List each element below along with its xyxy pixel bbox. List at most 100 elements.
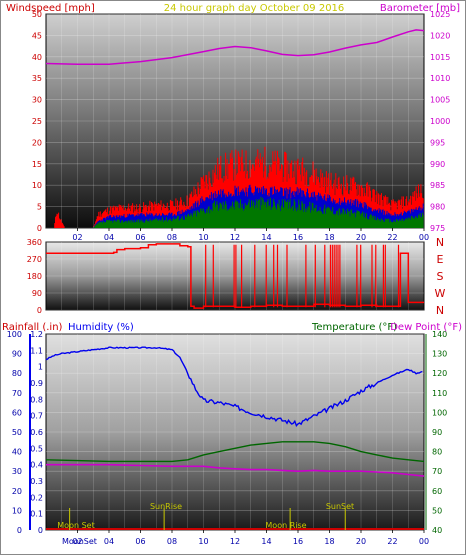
- barometer-y-tick-label: 980: [430, 203, 445, 212]
- compass-label: N: [436, 304, 444, 317]
- direction-panel-series: [46, 243, 424, 309]
- humidity-y-tick-label: 30: [12, 467, 22, 476]
- temperature-axis-title: Temperature (°F): [311, 322, 397, 333]
- barometer-y-tick-label: 1015: [430, 53, 450, 62]
- rain-y-tick-label: 1.1: [30, 346, 43, 355]
- direction-y-tick-label: 90: [32, 289, 42, 298]
- humidity-y-tick-label: 60: [12, 408, 22, 417]
- temperature-y-tick-label: 130: [432, 350, 447, 359]
- humidity-y-tick-label: 0: [17, 526, 22, 535]
- x-tick-label: 16: [293, 233, 303, 242]
- barometer-y-tick-label: 1020: [430, 31, 450, 40]
- compass-label: S: [437, 270, 444, 283]
- rain-y-tick-label: 0.7: [30, 412, 43, 421]
- rain-y-tick-label: 0.4: [30, 461, 43, 470]
- temperature-y-tick-label: 90: [432, 428, 442, 437]
- humidity-axis-title: Humidity (%): [68, 322, 134, 333]
- x-tick-label: 04: [104, 233, 114, 242]
- rain-y-tick-label: 0.9: [30, 379, 43, 388]
- x-tick-label: 00: [419, 233, 429, 242]
- direction-y-tick-label: 270: [27, 255, 42, 264]
- dewpoint-axis-title: Dew Point (°F): [390, 322, 462, 333]
- humidity-y-tick-label: 80: [12, 369, 22, 378]
- temperature-y-tick-label: 80: [432, 448, 442, 457]
- humidity-y-tick-label: 50: [12, 428, 22, 437]
- astro-annotation: Moon Rise: [265, 521, 306, 530]
- barometer-y-tick-label: 985: [430, 181, 445, 190]
- rain-y-tick-label: 0.6: [30, 428, 43, 437]
- moonset-overlay-label: MoonSet: [62, 537, 97, 546]
- rain-y-tick-label: 0: [38, 526, 43, 535]
- x-tick-label: 14: [261, 233, 271, 242]
- rain-panel-series: Moon Set SunRise Moon Rise SunSet: [45, 346, 425, 530]
- temperature-y-tick-label: 60: [432, 487, 442, 496]
- header-left-title: Windspeed [mph]: [6, 3, 95, 14]
- wind-y-tick-label: 50: [32, 10, 42, 19]
- barometer-y-tick-label: 990: [430, 160, 445, 169]
- barometer-y-tick-label: 1025: [430, 10, 450, 19]
- x-tick-label: 06: [135, 537, 145, 546]
- x-tick-label: 08: [167, 233, 177, 242]
- rain-panel-axes: 010203040506070809010000.10.20.30.40.50.…: [7, 330, 448, 546]
- x-tick-label: 22: [387, 233, 397, 242]
- rain-y-tick-label: 0.3: [30, 477, 43, 486]
- x-tick-label: 20: [356, 233, 366, 242]
- humidity-y-tick-label: 20: [12, 487, 22, 496]
- compass-label: E: [437, 253, 444, 266]
- barometer-y-tick-label: 1010: [430, 74, 450, 83]
- direction-y-tick-label: 0: [37, 306, 42, 315]
- compass-label: W: [435, 287, 446, 300]
- temperature-y-tick-label: 100: [432, 408, 447, 417]
- wind-y-tick-label: 0: [37, 224, 42, 233]
- humidity-series: [45, 346, 423, 428]
- header-right-title: Barometer [mb]: [380, 3, 460, 14]
- temperature-y-tick-label: 40: [432, 526, 442, 535]
- direction-y-tick-label: 180: [27, 272, 42, 281]
- rain-y-tick-label: 1.2: [30, 330, 43, 339]
- x-tick-label: 06: [135, 233, 145, 242]
- x-tick-label: 18: [324, 233, 334, 242]
- wind-y-tick-label: 5: [37, 203, 42, 212]
- wind-y-tick-label: 20: [32, 138, 42, 147]
- rain-panel-background: [45, 333, 425, 531]
- x-tick-label: 10: [198, 537, 208, 546]
- wind-y-tick-label: 45: [32, 31, 42, 40]
- humidity-y-tick-label: 100: [7, 330, 22, 339]
- x-tick-label: 02: [72, 537, 82, 546]
- wind-minimum-series: [93, 196, 424, 228]
- wind-panel-series: [45, 29, 425, 228]
- x-tick-label: 12: [230, 537, 240, 546]
- wind-y-tick-label: 30: [32, 96, 42, 105]
- rain-y-tick-label: 0.2: [30, 493, 43, 502]
- humidity-y-tick-label: 90: [12, 350, 22, 359]
- temperature-y-tick-label: 140: [432, 330, 447, 339]
- barometer-y-tick-label: 995: [430, 138, 445, 147]
- x-tick-label: 00: [419, 537, 429, 546]
- wind-y-tick-label: 35: [32, 74, 42, 83]
- astro-annotation: SunRise: [150, 502, 182, 511]
- wind-y-tick-label: 15: [32, 160, 42, 169]
- rain-y-tick-label: 0.5: [30, 444, 43, 453]
- temperature-y-tick-label: 110: [432, 389, 447, 398]
- x-tick-label: 08: [167, 537, 177, 546]
- x-tick-label: 16: [293, 537, 303, 546]
- rain-y-tick-label: 1: [38, 363, 43, 372]
- barometer-series: [45, 29, 425, 66]
- temperature-y-tick-label: 70: [432, 467, 442, 476]
- temperature-series: [45, 441, 425, 463]
- direction-y-tick-label: 360: [27, 238, 42, 247]
- wind-panel-axes: 0510152025303540455097598098599099510001…: [32, 10, 451, 242]
- rain-y-tick-label: 0.1: [30, 510, 43, 519]
- temperature-y-tick-label: 120: [432, 369, 447, 378]
- wind-y-tick-label: 25: [32, 117, 42, 126]
- x-tick-label: 02: [72, 233, 82, 242]
- x-tick-label: 10: [198, 233, 208, 242]
- humidity-y-tick-label: 10: [12, 506, 22, 515]
- x-tick-label: 12: [230, 233, 240, 242]
- wind-direction-spikes: [205, 244, 400, 308]
- x-tick-label: 20: [356, 537, 366, 546]
- wind-minimum-series-bars: [93, 196, 424, 228]
